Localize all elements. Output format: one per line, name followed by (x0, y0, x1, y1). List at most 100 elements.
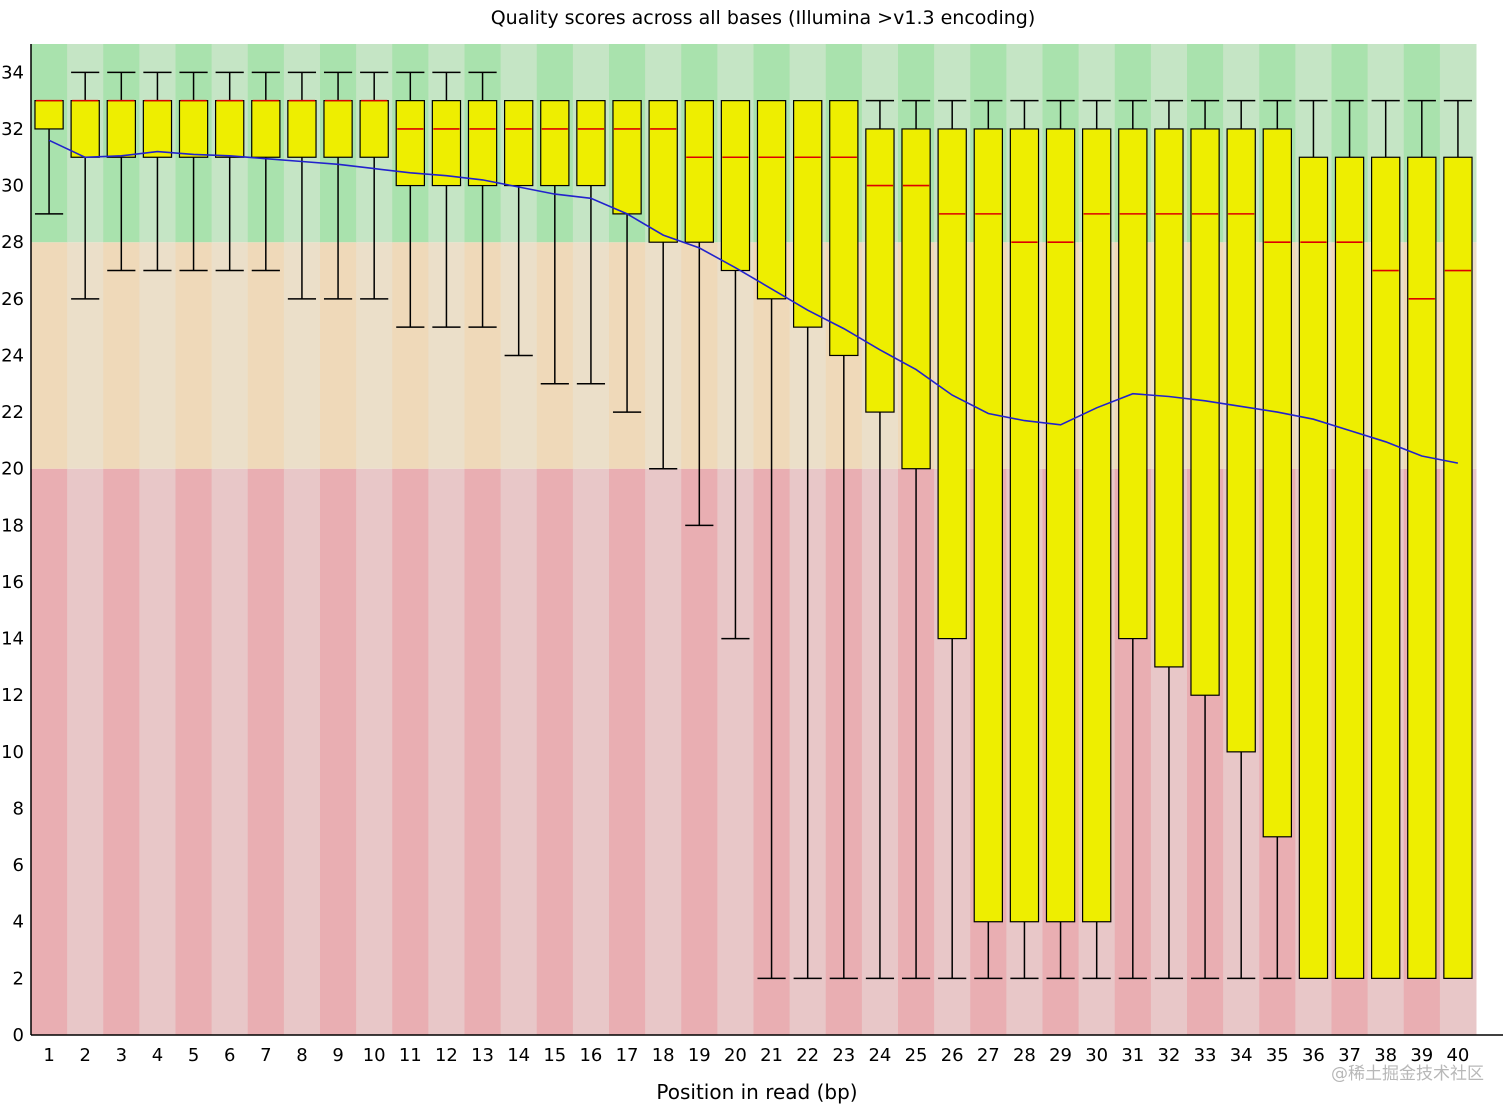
box-iqr (359, 100, 389, 158)
box-iqr (431, 100, 462, 187)
box-iqr (792, 100, 823, 328)
x-tick-label-36: 36 (1302, 1045, 1325, 1066)
box-iqr (503, 100, 534, 187)
x-tick-label-15: 15 (543, 1045, 566, 1066)
box-iqr (1009, 128, 1040, 923)
x-tick-label-20: 20 (724, 1045, 747, 1066)
x-tick-label-39: 39 (1410, 1045, 1433, 1066)
box-iqr (1334, 156, 1365, 979)
box-position-33 (1190, 99, 1220, 980)
box-position-38 (1370, 99, 1401, 979)
zone-reasonable-col-5 (175, 242, 213, 469)
box-iqr (142, 100, 173, 158)
zone-poor-col-11 (392, 468, 429, 1035)
box-position-35 (1262, 99, 1293, 980)
x-tick-label-16: 16 (579, 1045, 602, 1066)
box-iqr (576, 100, 606, 187)
zone-poor-col-1 (31, 468, 68, 1035)
watermark: @稀土掘金技术社区 (1331, 1064, 1484, 1084)
y-tick-label-28: 28 (1, 232, 24, 253)
box-position-40 (1443, 99, 1473, 979)
box-position-8 (287, 71, 317, 300)
box-position-4 (142, 71, 173, 272)
box-position-24 (865, 99, 895, 980)
mean-line-series (48, 139, 1459, 464)
x-tick-label-22: 22 (796, 1045, 819, 1066)
y-tick-label-16: 16 (1, 572, 24, 593)
x-tick-label-2: 2 (79, 1045, 90, 1066)
box-position-25 (901, 99, 931, 980)
x-tick-labels: 1 2 3 4 5 6 7 8 9 10 11 12 13 14 15 16 17 18 19 20 21 22 23 24 2… (43, 1045, 1469, 1066)
x-tick-label-8: 8 (296, 1045, 307, 1066)
x-tick-label-21: 21 (760, 1045, 783, 1066)
zone-poor-col-6 (211, 468, 249, 1035)
y-tick-label-20: 20 (1, 459, 24, 480)
y-tick-label-14: 14 (1, 629, 24, 650)
box-iqr (467, 100, 498, 187)
box-iqr (214, 100, 245, 158)
box-position-14 (503, 100, 534, 357)
zone-poor-col-2 (67, 468, 104, 1035)
box-position-10 (359, 71, 389, 300)
zone-poor-col-3 (103, 468, 140, 1035)
y-tick-label-30: 30 (1, 176, 24, 197)
y-tick-label-10: 10 (1, 742, 24, 763)
box-position-12 (431, 71, 462, 328)
box-position-2 (70, 71, 100, 300)
box-position-34 (1226, 99, 1256, 980)
box-iqr (1370, 156, 1401, 979)
zone-poor-col-15 (536, 468, 574, 1035)
y-tick-label-24: 24 (1, 345, 24, 366)
box-position-7 (251, 71, 281, 272)
y-tick-label-0: 0 (13, 1025, 24, 1046)
zone-poor-col-5 (175, 468, 213, 1035)
box-iqr (756, 100, 787, 300)
zone-poor-col-13 (464, 468, 502, 1035)
zone-poor-col-18 (645, 468, 682, 1035)
box-iqr (34, 100, 64, 130)
box-iqr (323, 100, 353, 158)
x-tick-label-4: 4 (152, 1045, 163, 1066)
zone-reasonable-col-1 (31, 242, 68, 469)
box-position-13 (467, 71, 498, 328)
box-iqr (937, 128, 967, 640)
box-iqr (973, 128, 1004, 923)
box-position-5 (178, 71, 209, 272)
x-tick-label-40: 40 (1446, 1045, 1469, 1066)
x-tick-label-5: 5 (188, 1045, 199, 1066)
box-iqr (1045, 128, 1076, 923)
zone-poor-col-12 (428, 468, 465, 1035)
zone-poor-col-7 (247, 468, 285, 1035)
box-position-20 (720, 100, 751, 640)
x-tick-label-33: 33 (1194, 1045, 1217, 1066)
x-tick-label-25: 25 (905, 1045, 928, 1066)
box-iqr (612, 100, 642, 215)
box-position-39 (1407, 99, 1437, 979)
box-iqr (540, 100, 570, 187)
x-tick-label-28: 28 (1013, 1045, 1036, 1066)
box-position-27 (973, 99, 1004, 980)
x-tick-label-35: 35 (1266, 1045, 1289, 1066)
mean-line (48, 139, 1459, 464)
y-tick-label-12: 12 (1, 685, 24, 706)
x-tick-label-31: 31 (1121, 1045, 1144, 1066)
zone-poor-col-14 (500, 468, 538, 1035)
box-series (34, 71, 1473, 980)
box-iqr (70, 100, 100, 158)
box-position-17 (612, 100, 642, 413)
box-iqr (1226, 128, 1256, 753)
box-iqr (829, 100, 859, 357)
box-position-22 (792, 100, 823, 980)
zone-poor-col-16 (572, 468, 610, 1035)
box-position-1 (34, 99, 64, 215)
zone-poor-col-4 (139, 468, 176, 1035)
box-position-9 (323, 71, 353, 300)
x-tick-label-32: 32 (1157, 1045, 1180, 1066)
box-iqr (1081, 128, 1112, 923)
y-tick-label-4: 4 (13, 912, 24, 933)
box-iqr (1118, 128, 1148, 640)
box-iqr (287, 100, 317, 158)
x-tick-label-11: 11 (399, 1045, 422, 1066)
